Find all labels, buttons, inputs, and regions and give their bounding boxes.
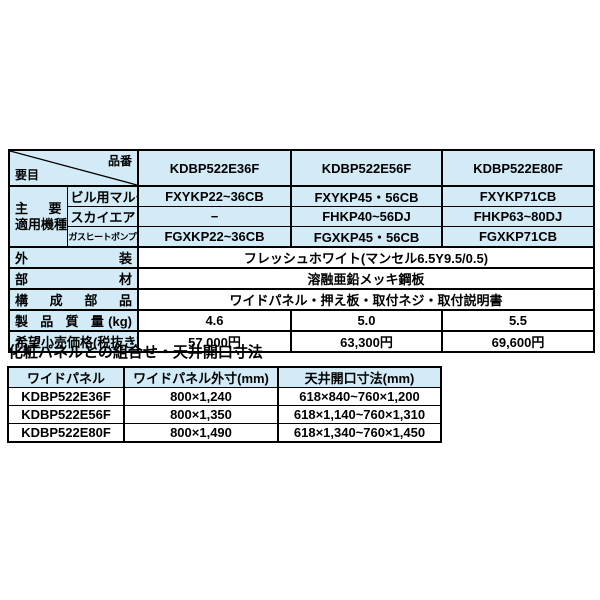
- material-value: 溶融亜鉛メッキ鋼板: [137, 267, 595, 290]
- price-label: 希望小売価格(税抜き): [8, 330, 139, 353]
- combo-header-outer-size: ワイドパネル外寸(mm): [123, 366, 279, 388]
- weight-value: 5.5: [441, 309, 595, 332]
- model-value: FXYKP22~36CB: [137, 185, 292, 207]
- table-row: KDBP522E56F 800×1,350 618×1,140~760×1,31…: [7, 405, 442, 424]
- model-value: −: [137, 206, 292, 227]
- price-value: 69,600円: [441, 330, 595, 353]
- combo-panel-model: KDBP522E56F: [7, 405, 125, 424]
- exterior-label: 外 装: [8, 246, 139, 269]
- product-column-header: KDBP522E56F: [290, 149, 443, 187]
- combo-outer-size: 800×1,490: [123, 423, 279, 442]
- combo-panel-model: KDBP522E36F: [7, 387, 125, 406]
- exterior-value: フレッシュホワイト(マンセル6.5Y9.5/0.5): [137, 246, 595, 269]
- material-label: 部 材: [8, 267, 139, 290]
- combo-panel-model: KDBP522E80F: [7, 423, 125, 442]
- product-column-header: KDBP522E36F: [137, 149, 292, 187]
- price-value: 63,300円: [290, 330, 443, 353]
- model-value: FXYKP45・56CB: [290, 185, 443, 207]
- combo-table: ワイドパネル ワイドパネル外寸(mm) 天井開口寸法(mm) KDBP522E3…: [7, 366, 442, 443]
- model-value: FHKP63~80DJ: [441, 206, 595, 227]
- product-column-header: KDBP522E80F: [441, 149, 595, 187]
- weight-value: 5.0: [290, 309, 443, 332]
- combo-section-title: 化粧パネルとの組合せ・天井開口寸法: [8, 344, 263, 361]
- model-value: FHKP40~56DJ: [290, 206, 443, 227]
- corner-header-cell: 品番 要目: [8, 149, 139, 187]
- weight-value: 4.6: [137, 309, 292, 332]
- combo-outer-size: 800×1,240: [123, 387, 279, 406]
- components-value: ワイドパネル・押え板・取付ネジ・取付説明書: [137, 288, 595, 311]
- combo-header-ceiling-opening: 天井開口寸法(mm): [277, 366, 442, 388]
- combo-outer-size: 800×1,350: [123, 405, 279, 424]
- table-row: KDBP522E80F 800×1,490 618×1,340~760×1,45…: [7, 423, 442, 442]
- model-value: FGXKP71CB: [441, 226, 595, 248]
- model-type-label: ビル用マルチ: [66, 185, 139, 207]
- combo-ceiling-opening: 618×840~760×1,200: [277, 387, 442, 406]
- corner-hinban-label: 品番: [107, 154, 132, 168]
- model-type-label: スカイエア: [66, 206, 139, 227]
- price-value: 57,000円: [137, 330, 292, 353]
- applicable-models-group-label: 主 要 適用機種: [8, 185, 68, 248]
- corner-youmoku-label: 要目: [15, 168, 40, 182]
- model-value: FGXKP45・56CB: [290, 226, 443, 248]
- table-row: KDBP522E36F 800×1,240 618×840~760×1,200: [7, 387, 442, 406]
- model-type-label: ガスヒートポンプエアコン: [66, 226, 139, 248]
- weight-label: 製 品 質 量(kg): [8, 309, 139, 332]
- components-label: 構 成 部 品: [8, 288, 139, 311]
- combo-ceiling-opening: 618×1,340~760×1,450: [277, 423, 442, 442]
- combo-header-panel: ワイドパネル: [7, 366, 125, 388]
- spec-table: 品番 要目 KDBP522E36F KDBP522E56F KDBP522E80…: [8, 149, 595, 353]
- model-value: FXYKP71CB: [441, 185, 595, 207]
- combo-ceiling-opening: 618×1,140~760×1,310: [277, 405, 442, 424]
- diagonal-line: [10, 151, 137, 185]
- model-value: FGXKP22~36CB: [137, 226, 292, 248]
